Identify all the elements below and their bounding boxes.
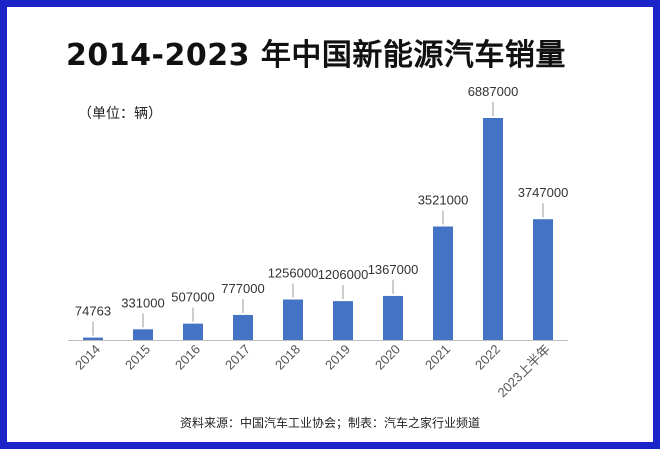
- bar-2023上半年: [533, 219, 553, 340]
- unit-note: （单位：辆）: [78, 106, 162, 122]
- bar-2017: [233, 314, 253, 340]
- data-label: 331000: [121, 295, 164, 310]
- bar-2014: [83, 337, 103, 340]
- data-label: 1256000: [268, 266, 319, 281]
- x-tick-label: 2015: [122, 342, 153, 373]
- bar-2018: [283, 299, 303, 340]
- data-label: 3521000: [418, 193, 469, 208]
- x-tick-label: 2023上半年: [494, 342, 553, 401]
- x-tick-label: 2018: [272, 342, 303, 373]
- bar-2020: [383, 295, 403, 340]
- bar-2021: [433, 226, 453, 340]
- x-tick-label: 2014: [72, 342, 103, 373]
- source-note: 资料来源：中国汽车工业协会；制表：汽车之家行业频道: [179, 416, 480, 430]
- x-tick-label: 2017: [222, 342, 253, 373]
- data-label: 6887000: [468, 84, 519, 99]
- data-label: 74763: [75, 304, 111, 319]
- data-label: 507000: [171, 290, 214, 305]
- bar-2015: [133, 329, 153, 340]
- x-tick-label: 2016: [172, 342, 203, 373]
- x-tick-label: 2020: [372, 342, 403, 373]
- x-tick-label: 2019: [322, 342, 353, 373]
- data-label: 1206000: [318, 267, 369, 282]
- bar-2016: [183, 323, 203, 340]
- bar-2019: [333, 301, 353, 340]
- data-label: 1367000: [368, 262, 419, 277]
- x-tick-label: 2022: [472, 342, 503, 373]
- bar-2022: [483, 118, 503, 340]
- chart-title: 2014-2023 年中国新能源汽车销量: [66, 38, 566, 73]
- data-label: 777000: [221, 281, 264, 296]
- x-tick-label: 2021: [422, 342, 453, 373]
- data-label: 3747000: [518, 185, 569, 200]
